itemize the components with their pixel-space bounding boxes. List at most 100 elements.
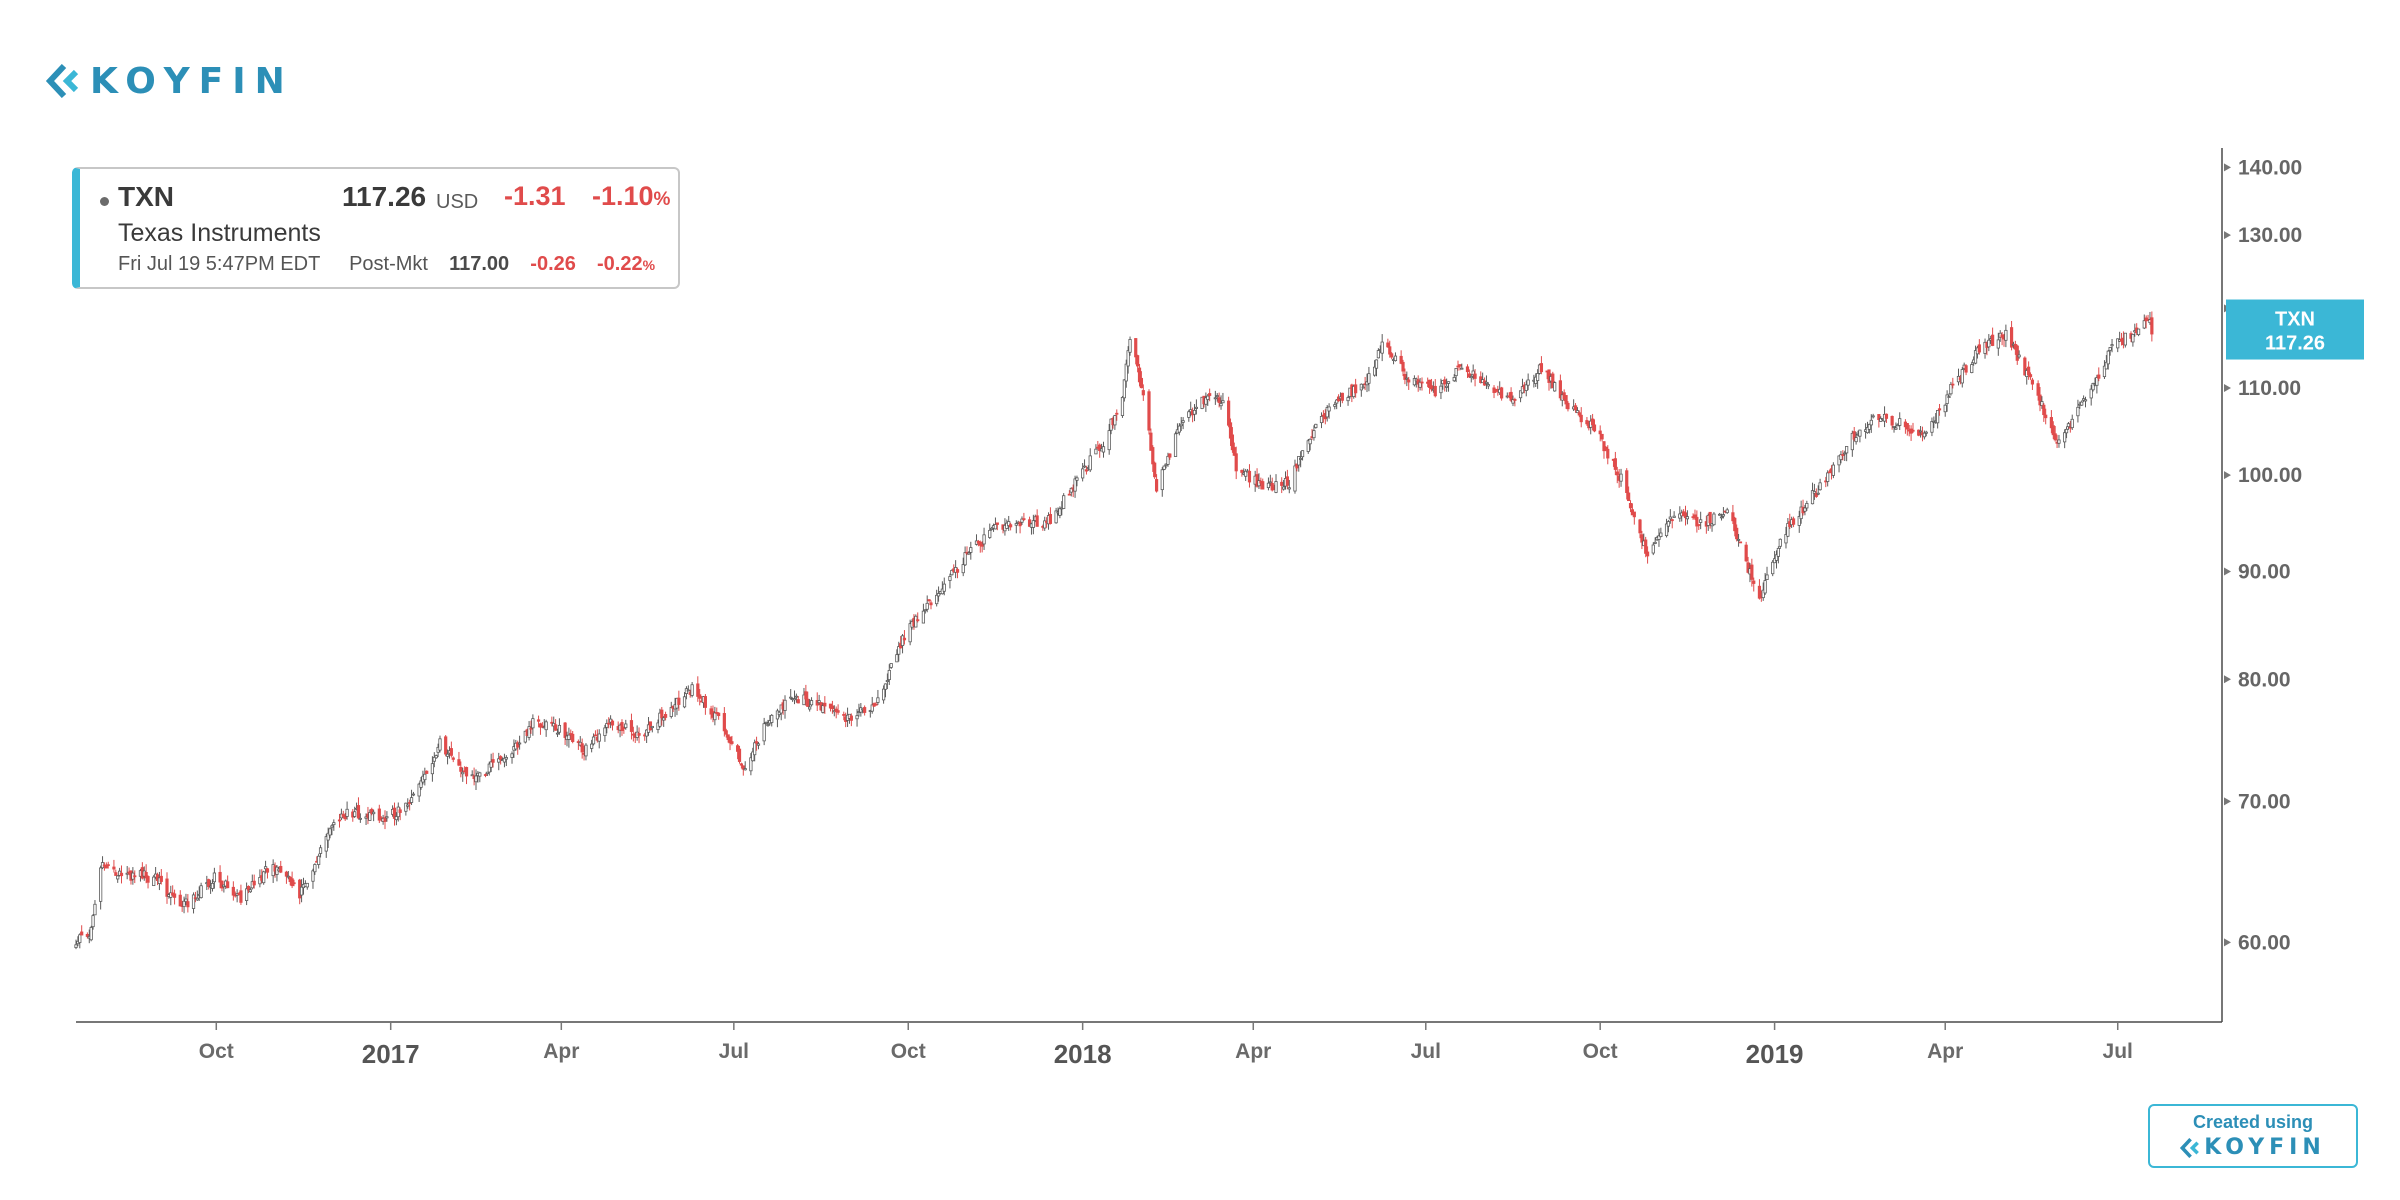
candle — [660, 707, 664, 726]
candle — [451, 756, 455, 763]
candle-body — [809, 700, 814, 706]
candle-body — [1638, 519, 1642, 534]
candle — [326, 827, 330, 848]
candle — [1841, 450, 1845, 461]
candle — [1585, 417, 1589, 426]
candle — [1149, 428, 1153, 451]
candle — [125, 866, 129, 880]
candle-body — [1067, 493, 1071, 496]
candle — [881, 685, 886, 704]
candle — [434, 754, 438, 759]
candle-body — [620, 722, 624, 732]
candle — [584, 743, 588, 761]
candle-body — [849, 715, 853, 721]
candle-body — [1325, 407, 1329, 418]
candle — [1454, 367, 1458, 383]
candle-body — [993, 524, 998, 530]
y-tick-mark — [2224, 938, 2231, 947]
candle — [698, 688, 702, 706]
candle — [1280, 477, 1284, 494]
candle — [1141, 384, 1145, 401]
candle — [1393, 352, 1398, 362]
quote-timestamp: Fri Jul 19 5:47PM EDT — [118, 253, 320, 275]
candle-body — [1937, 408, 1942, 411]
candle-body — [1628, 502, 1633, 509]
candle — [1018, 521, 1022, 534]
candle-body — [1867, 423, 1871, 430]
candle-body — [557, 724, 562, 733]
candle — [1784, 526, 1788, 549]
candle — [658, 708, 662, 728]
candle-body — [1791, 518, 1796, 525]
candle-body — [1884, 413, 1889, 419]
candle — [927, 599, 931, 603]
candle-body — [1558, 380, 1562, 399]
candle-body — [1075, 477, 1079, 481]
candle-body — [2000, 334, 2004, 338]
candle-body — [792, 698, 797, 701]
candle — [2106, 349, 2110, 370]
last-price-tag — [2226, 299, 2364, 360]
candle-body — [2040, 401, 2044, 406]
candle-body — [1852, 431, 1856, 440]
candle-body — [1774, 554, 1779, 561]
candle — [1566, 401, 1570, 412]
candle-body — [1918, 430, 1923, 433]
candle — [417, 782, 421, 802]
candle — [159, 869, 163, 885]
candle-body — [1566, 402, 1570, 410]
created-using-badge[interactable]: Created using KOYFIN — [2148, 1104, 2358, 1168]
candle — [457, 751, 461, 767]
candle — [1774, 550, 1779, 569]
candle-body — [1460, 367, 1464, 370]
candle — [100, 856, 105, 870]
candle — [1518, 390, 1523, 403]
candle — [1069, 487, 1073, 497]
candle-body — [1153, 462, 1157, 478]
candle-body — [1738, 541, 1743, 544]
candle-body — [1187, 411, 1191, 418]
candle — [345, 801, 349, 820]
candle-body — [326, 832, 330, 841]
candle-body — [2036, 383, 2040, 396]
candle-body — [1418, 381, 1422, 388]
candle-body — [1987, 339, 1991, 348]
candle-body — [317, 855, 321, 865]
candle-body — [286, 875, 290, 878]
candle-body — [571, 733, 575, 742]
candle — [1465, 364, 1470, 378]
candle-body — [1757, 585, 1762, 599]
candle — [855, 709, 859, 727]
y-axis-labels: 60.0070.0080.0090.00100.00110.00120.0013… — [2238, 156, 2302, 954]
candle-body — [2023, 357, 2027, 376]
candle — [80, 925, 84, 936]
candle — [1645, 546, 1650, 564]
candle — [516, 740, 520, 755]
candle-body — [1818, 482, 1822, 491]
candle — [876, 689, 880, 705]
candle — [199, 882, 203, 899]
candle — [368, 809, 372, 821]
candle-body — [1539, 363, 1544, 373]
candle-body — [1553, 382, 1557, 392]
candle — [411, 791, 416, 797]
x-tick-label: 2019 — [1746, 1039, 1804, 1069]
candle-body — [1500, 387, 1504, 399]
candle-body — [1054, 510, 1058, 524]
candle — [1162, 465, 1166, 471]
candle-body — [770, 714, 774, 723]
candle-body — [417, 783, 421, 797]
quote-card[interactable]: TXN 117.26 USD -1.31 -1.10% Texas Instru… — [72, 167, 680, 289]
candle-body — [950, 569, 954, 576]
y-tick-mark — [2224, 383, 2231, 392]
candle — [318, 844, 323, 858]
candle — [988, 523, 992, 539]
y-tick-label: 110.00 — [2238, 377, 2301, 400]
candle — [591, 733, 596, 746]
candle — [356, 797, 361, 820]
candle — [1399, 350, 1403, 365]
candle-body — [133, 875, 137, 878]
candle-body — [1346, 397, 1350, 402]
candle — [1750, 558, 1754, 587]
